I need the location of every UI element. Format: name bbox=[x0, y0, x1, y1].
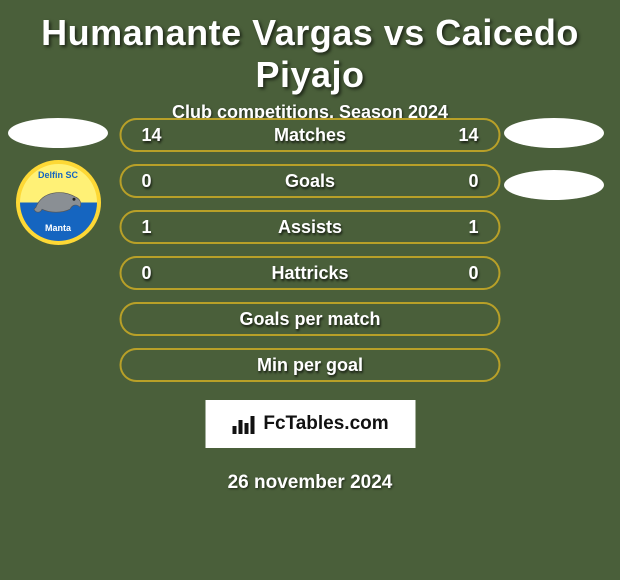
stat-bar-min-per-goal: Min per goal bbox=[120, 348, 501, 382]
bars-icon bbox=[231, 414, 257, 434]
club-badge-delfin: Delfin SC Manta bbox=[16, 160, 101, 245]
stat-label: Hattricks bbox=[271, 263, 348, 284]
stat-left-value: 1 bbox=[142, 217, 152, 238]
stat-label: Matches bbox=[274, 125, 346, 146]
club-badge-bottom-text: Manta bbox=[45, 223, 71, 233]
stats-column: 14 Matches 14 0 Goals 0 1 Assists 1 0 Hattricks 0 Go… bbox=[106, 118, 515, 494]
stat-bar-goals-per-match: Goals per match bbox=[120, 302, 501, 336]
dolphin-icon bbox=[32, 183, 84, 219]
stat-right-value: 0 bbox=[468, 171, 478, 192]
footer-date: 26 november 2024 bbox=[228, 472, 393, 494]
stat-left-value: 14 bbox=[142, 125, 162, 146]
stat-label: Goals per match bbox=[239, 309, 380, 330]
left-column: Delfin SC Manta bbox=[8, 118, 108, 245]
stat-label: Min per goal bbox=[257, 355, 363, 376]
stat-right-value: 0 bbox=[468, 263, 478, 284]
stat-right-value: 1 bbox=[468, 217, 478, 238]
stat-label: Goals bbox=[285, 171, 335, 192]
stat-bar-matches: 14 Matches 14 bbox=[120, 118, 501, 152]
stat-bar-goals: 0 Goals 0 bbox=[120, 164, 501, 198]
stat-right-value: 14 bbox=[458, 125, 478, 146]
stat-bar-hattricks: 0 Hattricks 0 bbox=[120, 256, 501, 290]
page-title: Humanante Vargas vs Caicedo Piyajo bbox=[0, 0, 620, 102]
left-ellipse-placeholder bbox=[8, 118, 108, 148]
stat-bar-assists: 1 Assists 1 bbox=[120, 210, 501, 244]
stats-container: 14 Matches 14 0 Goals 0 1 Assists 1 0 Hattricks 0 Go… bbox=[106, 118, 515, 382]
branding-box: FcTables.com bbox=[205, 400, 415, 448]
branding-label: FcTables.com bbox=[263, 413, 388, 435]
stat-left-value: 0 bbox=[142, 263, 152, 284]
club-badge-top-text: Delfin SC bbox=[38, 170, 78, 180]
stat-label: Assists bbox=[278, 217, 342, 238]
stat-left-value: 0 bbox=[142, 171, 152, 192]
right-ellipse-placeholder-1 bbox=[504, 118, 604, 148]
right-column bbox=[504, 118, 604, 200]
right-ellipse-placeholder-2 bbox=[504, 170, 604, 200]
